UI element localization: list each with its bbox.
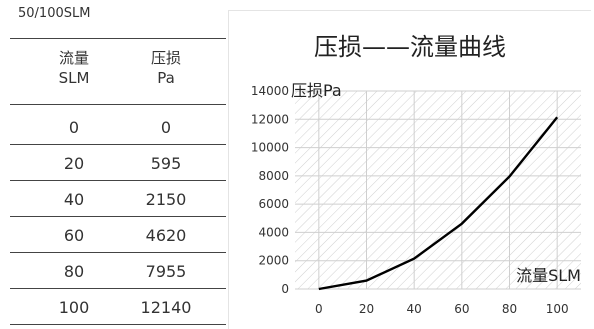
- y-axis-label: 压损Pa: [291, 81, 342, 100]
- gridlines: [295, 90, 581, 290]
- y-tick-label: 12000: [251, 112, 289, 126]
- row-rule: [10, 288, 226, 289]
- row-rule: [10, 252, 226, 253]
- chart-title: 压损——流量曲线: [314, 33, 506, 61]
- y-tick-label: 10000: [251, 141, 289, 155]
- y-tick-label: 0: [281, 282, 289, 296]
- table-cell-flow: 40: [63, 190, 85, 209]
- table-cell-pressure: 595: [150, 154, 182, 173]
- table-bottom-rule: [10, 324, 226, 325]
- data-table: 50/100SLM 流量 SLM 压损 Pa 0 0 20 595 40 215…: [0, 0, 228, 328]
- row-rule: [10, 180, 226, 181]
- header-pressure-label: 压损: [150, 49, 181, 67]
- table-cell-flow: 0: [68, 118, 80, 137]
- header-flow-unit: SLM: [58, 69, 90, 87]
- header-rule: [10, 104, 226, 105]
- header-pressure: 压损 Pa: [126, 48, 206, 88]
- table-cell-pressure: 12140: [140, 298, 192, 317]
- table-cell-flow: 80: [63, 262, 85, 281]
- table-cell-flow: 60: [63, 226, 85, 245]
- x-tick-label: 0: [315, 302, 323, 316]
- x-axis-label: 流量SLM: [516, 266, 581, 285]
- table-cell-pressure: 0: [160, 118, 172, 137]
- y-tick-label: 4000: [258, 225, 289, 239]
- header-pressure-unit: Pa: [157, 69, 175, 87]
- table-cell-pressure: 4620: [145, 226, 187, 245]
- table-cell-flow: 20: [63, 154, 85, 173]
- x-tick-label: 100: [546, 302, 569, 316]
- y-tick-labels: 0 2000 4000 6000 8000 10000 12000 14000: [251, 84, 289, 296]
- table-cell-pressure: 7955: [145, 262, 187, 281]
- x-tick-label: 60: [454, 302, 469, 316]
- table-cell-flow: 100: [58, 298, 90, 317]
- header-flow-label: 流量: [58, 49, 89, 67]
- y-tick-label: 6000: [258, 197, 289, 211]
- row-rule: [10, 216, 226, 217]
- x-tick-label: 40: [407, 302, 422, 316]
- line-chart: 0 2000 4000 6000 8000 10000 12000 14000 0 20 40 60…: [251, 81, 581, 316]
- table-cell-pressure: 2150: [145, 190, 187, 209]
- chart-panel: 压损——流量曲线 0 2000 4000 6000 8000 10000 12000 1400…: [228, 10, 591, 329]
- series-line: [318, 116, 559, 291]
- y-tick-label: 14000: [251, 84, 289, 98]
- table-top-rule: [10, 38, 226, 39]
- y-tick-label: 2000: [258, 254, 289, 268]
- row-rule: [10, 144, 226, 145]
- x-tick-labels: 0 20 40 60 80 100: [315, 302, 569, 316]
- x-tick-label: 20: [359, 302, 374, 316]
- y-tick-label: 8000: [258, 169, 289, 183]
- plot-area: [295, 91, 581, 289]
- x-tick-label: 80: [502, 302, 517, 316]
- table-caption: 50/100SLM: [18, 6, 91, 21]
- header-flow: 流量 SLM: [34, 48, 114, 88]
